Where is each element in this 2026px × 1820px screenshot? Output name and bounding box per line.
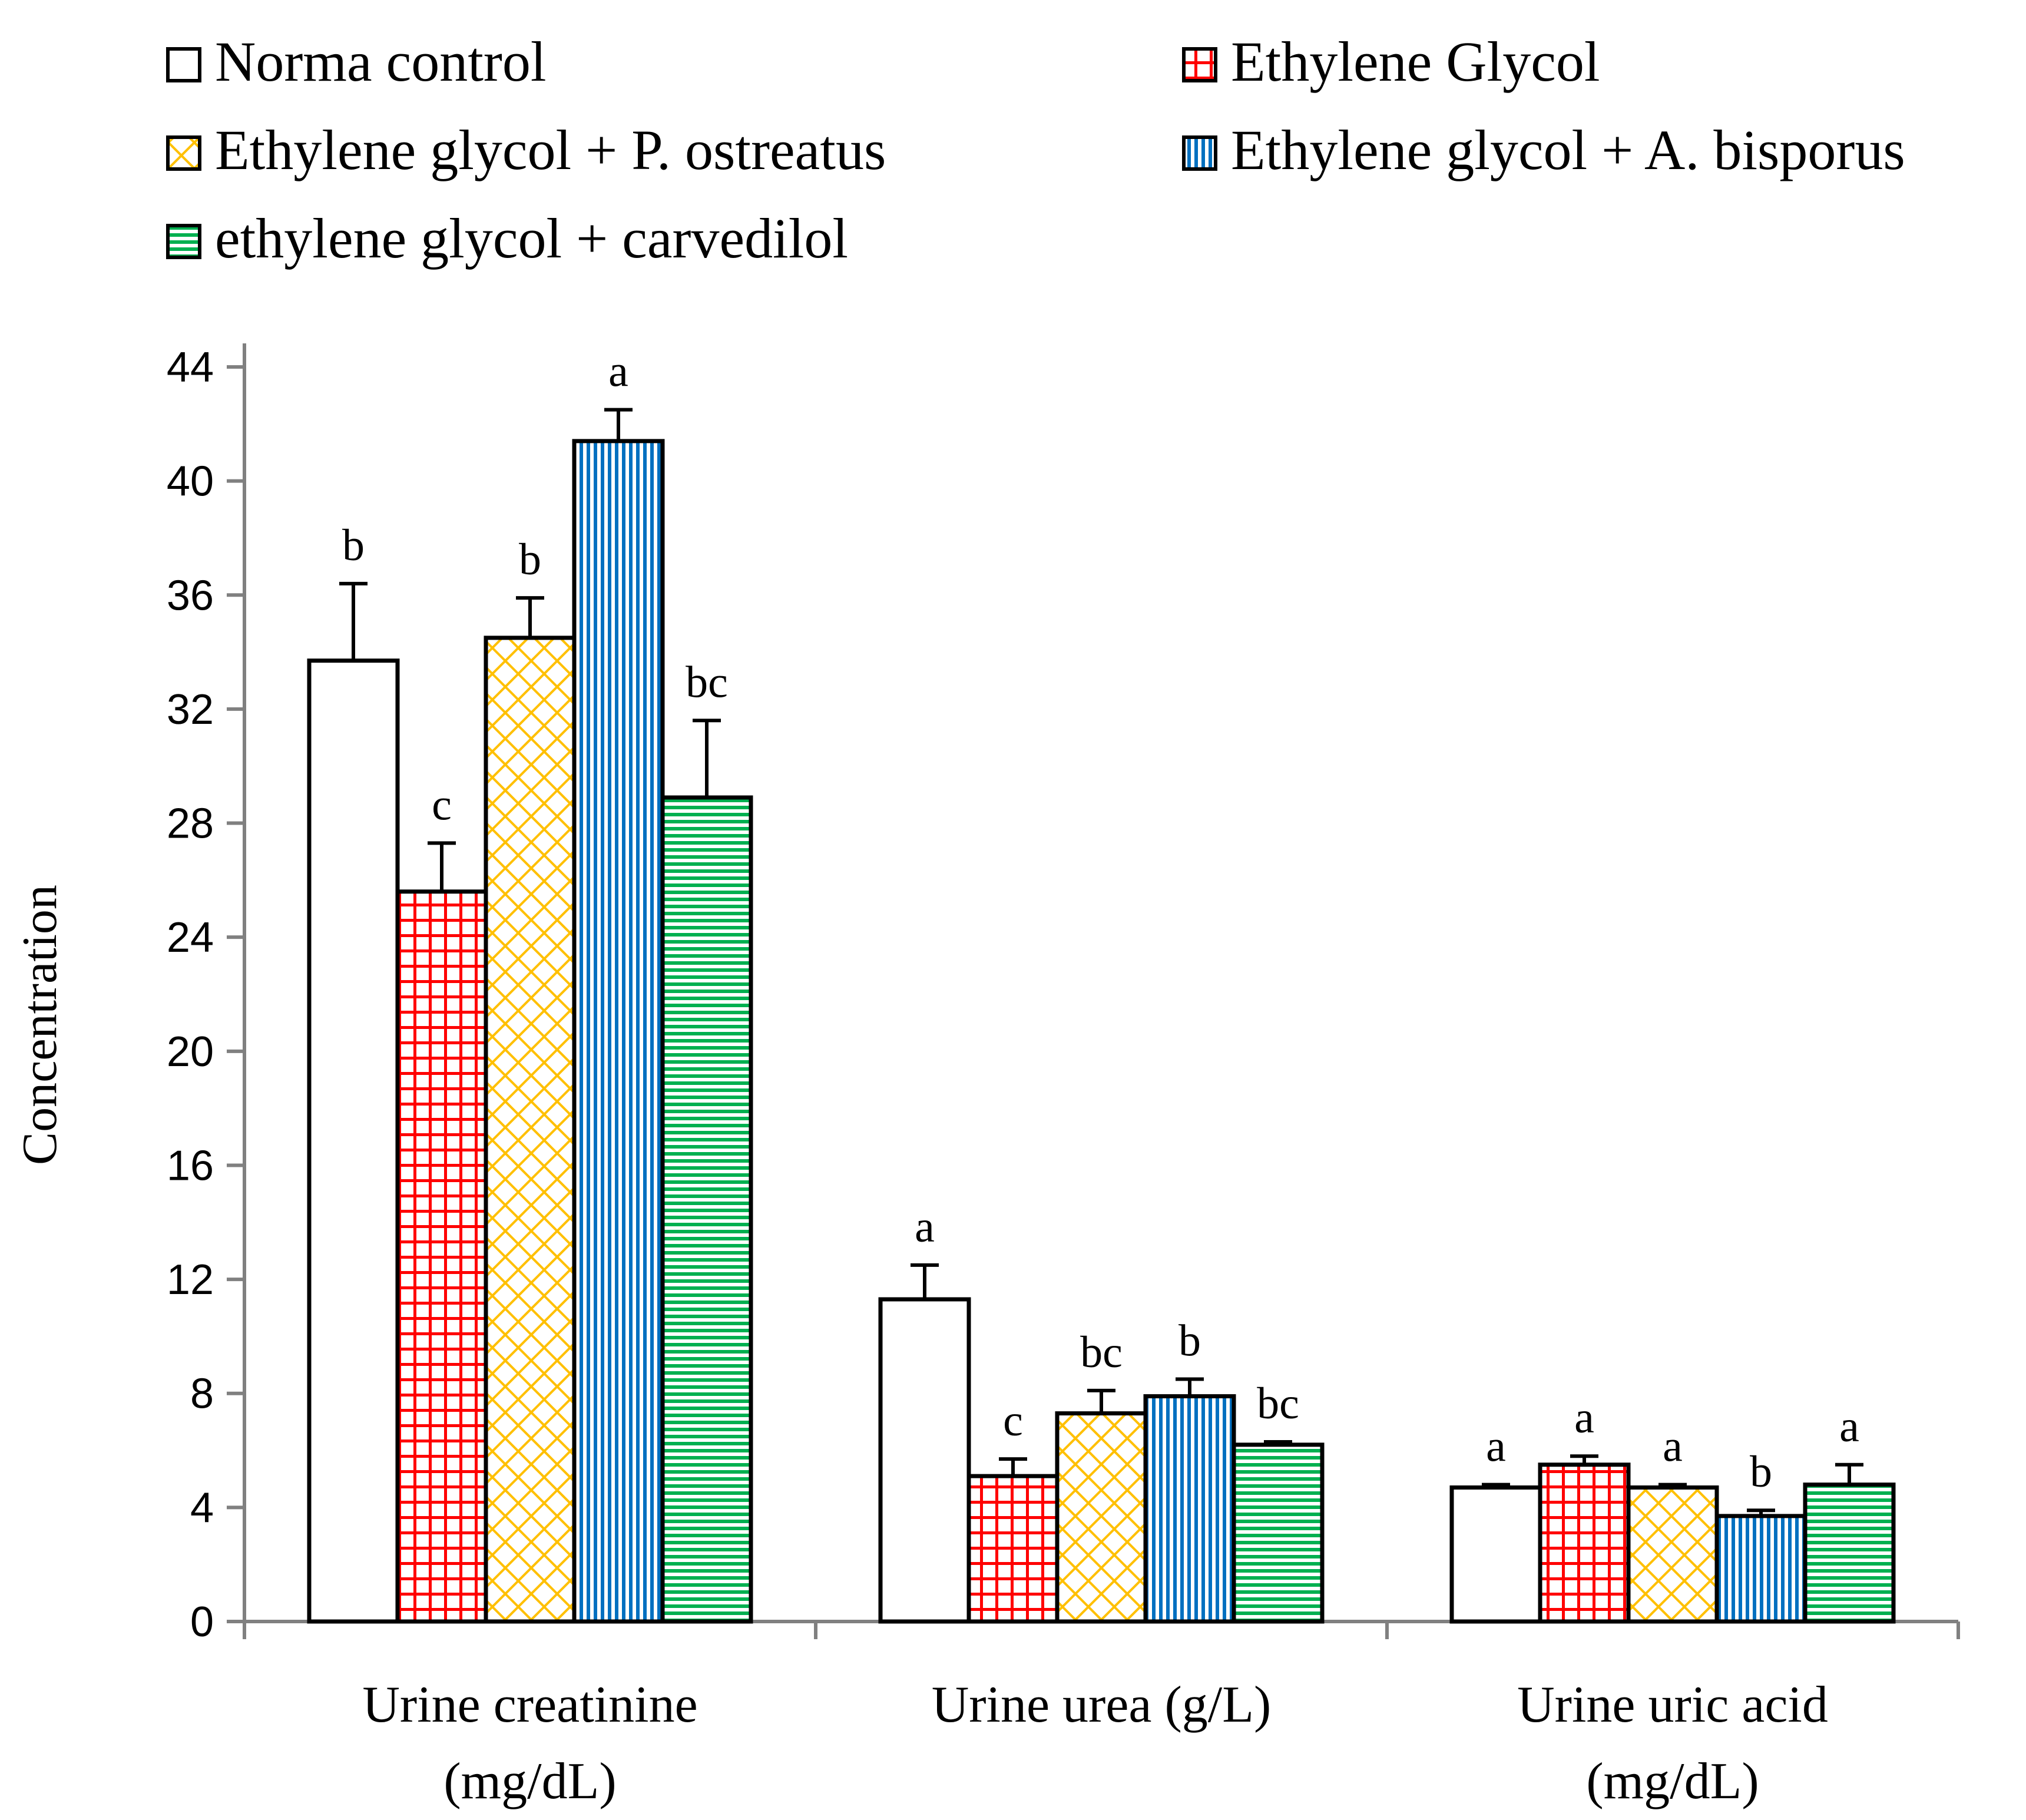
bar — [1714, 1514, 1807, 1624]
y-tick-label: 24 — [167, 914, 214, 961]
significance-letter: b — [1178, 1316, 1201, 1366]
y-tick-label: 0 — [190, 1599, 214, 1646]
significance-letter: bc — [1080, 1328, 1123, 1377]
significance-letter: a — [1663, 1422, 1683, 1471]
y-tick-label: 44 — [167, 344, 214, 391]
significance-letter: b — [1750, 1447, 1772, 1497]
y-tick-label: 28 — [167, 800, 214, 848]
category-labels: Urine creatinine (mg/dL) Urine urea (g/L) U… — [362, 1676, 1828, 1810]
legend-label: Ethylene glycol + P. ostreatus — [215, 118, 886, 181]
y-tick-label: 4 — [190, 1484, 214, 1531]
y-tick-label: 20 — [167, 1028, 214, 1076]
y-tick-label: 40 — [167, 458, 214, 505]
bar — [660, 795, 753, 1624]
category-label: Urine creatinine — [362, 1676, 697, 1733]
significance-letter: a — [1486, 1422, 1506, 1471]
category-label: Urine uric acid — [1517, 1676, 1828, 1733]
legend-entry: Norma control — [166, 30, 547, 93]
legend-swatch — [166, 135, 201, 171]
legend-label: ethylene glycol + carvedilol — [215, 207, 848, 270]
significance-letter: bc — [686, 657, 728, 707]
category-label: Urine urea (g/L) — [932, 1676, 1272, 1733]
bar — [966, 1474, 1060, 1624]
legend-entry: Ethylene glycol + A. bisporus — [1182, 118, 1905, 181]
bar — [484, 636, 577, 1624]
bar — [307, 658, 400, 1624]
legend-entry: ethylene glycol + carvedilol — [166, 207, 848, 270]
bar — [1232, 1442, 1325, 1624]
category-label: (mg/dL) — [443, 1753, 616, 1810]
legend-label: Ethylene glycol + A. bisporus — [1231, 118, 1905, 181]
legend-label: Norma control — [215, 30, 547, 93]
legend-swatch — [1182, 135, 1217, 171]
y-tick-label: 32 — [167, 686, 214, 733]
significance-letter: a — [1839, 1402, 1859, 1451]
legend-entry: Ethylene Glycol — [1182, 30, 1600, 93]
category-label: (mg/dL) — [1586, 1753, 1759, 1810]
significance-letter: c — [1003, 1396, 1023, 1445]
significance-letter: c — [432, 780, 452, 829]
error-bars — [339, 408, 1863, 1516]
significance-letter: bc — [1257, 1379, 1299, 1428]
bar — [1143, 1394, 1236, 1624]
legend-swatch — [166, 47, 201, 82]
y-axis-label: Concentration — [12, 885, 67, 1165]
significance-letter: b — [342, 521, 365, 570]
y-tick-label: 36 — [167, 572, 214, 619]
legend-swatch — [166, 224, 201, 259]
significance-letter: a — [1574, 1393, 1594, 1442]
bar — [878, 1297, 971, 1624]
bars — [307, 439, 1896, 1624]
bar — [1055, 1411, 1148, 1624]
y-tick-label: 16 — [167, 1142, 214, 1189]
bar — [1538, 1462, 1631, 1624]
significance-letter: b — [519, 535, 541, 584]
y-tick-label: 8 — [190, 1371, 214, 1418]
legend-label: Ethylene Glycol — [1231, 30, 1600, 93]
bar — [1803, 1483, 1896, 1624]
significance-letter: a — [608, 347, 628, 396]
bar — [395, 889, 488, 1624]
legend: Norma control Ethylene Glycol Ethylene gly… — [166, 30, 1905, 270]
legend-swatch — [1182, 47, 1217, 82]
significance-letter: a — [915, 1202, 935, 1252]
bar — [572, 439, 665, 1624]
legend-entry: Ethylene glycol + P. ostreatus — [166, 118, 886, 181]
y-tick-label: 12 — [167, 1256, 214, 1303]
bar — [1449, 1485, 1542, 1624]
bar — [1626, 1485, 1719, 1624]
